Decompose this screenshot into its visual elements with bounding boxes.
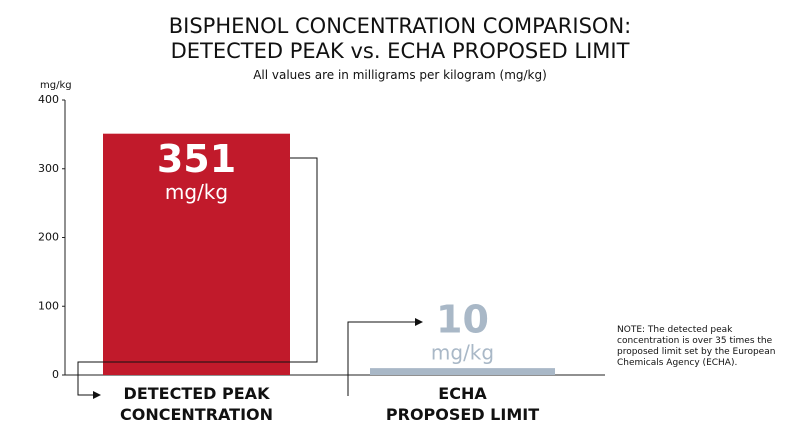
bar bbox=[103, 133, 290, 375]
note: NOTE: The detected peak concentration is… bbox=[617, 325, 776, 368]
value-label: 10 bbox=[436, 298, 489, 342]
y-axis-label: mg/kg bbox=[40, 80, 72, 91]
bar bbox=[370, 368, 555, 375]
arrow bbox=[347, 318, 423, 396]
y-tick-label: 100 bbox=[38, 299, 59, 312]
x-tick-label: DETECTED PEAK CONCENTRATION bbox=[119, 384, 274, 424]
y-tick-label: 300 bbox=[38, 162, 59, 175]
y-tick-label: 200 bbox=[38, 231, 59, 244]
chart-title: BISPHENOL CONCENTRATION COMPARISON: DETE… bbox=[168, 14, 632, 63]
x-tick-label: ECHA PROPOSED LIMIT bbox=[385, 384, 540, 424]
subtitle: All values are in milligrams per kilogra… bbox=[253, 68, 547, 82]
arrow bbox=[77, 157, 318, 399]
value-unit: mg/kg bbox=[431, 341, 494, 365]
y-tick-label: 400 bbox=[38, 93, 59, 106]
y-tick-label: 0 bbox=[52, 368, 59, 381]
value-unit: mg/kg bbox=[165, 180, 228, 204]
value-label: 351 bbox=[157, 137, 236, 181]
